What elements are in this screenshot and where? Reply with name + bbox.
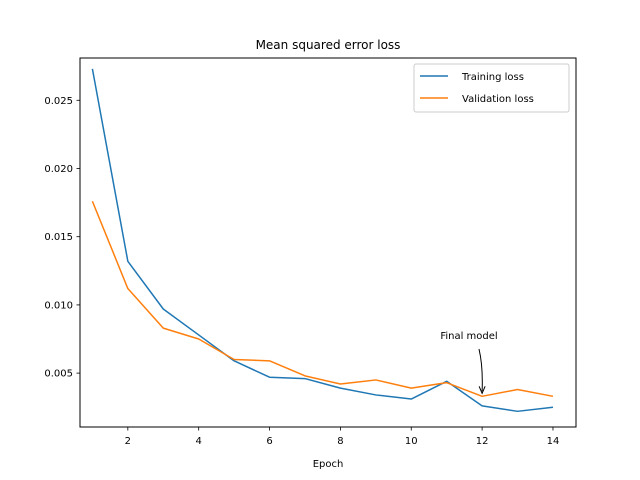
y-tick-label: 0.010 — [44, 300, 73, 311]
y-tick-label: 0.015 — [44, 232, 73, 243]
annotation-arrowhead — [478, 386, 486, 395]
series-line-validation — [91, 200, 554, 398]
y-tick-label: 0.025 — [44, 96, 73, 107]
x-tick-label: 6 — [266, 436, 272, 447]
y-tick-label: 0.020 — [44, 164, 73, 175]
legend-label: Validation loss — [462, 94, 534, 105]
plot-area: 2 4 6 8 10 12 14 0.005 0.010 0.015 0.020 0.025 Final… — [44, 57, 577, 447]
y-tick-label: 0.005 — [44, 369, 73, 380]
x-tick-label: 8 — [337, 436, 343, 447]
series-line-training — [91, 68, 554, 413]
x-tick-label: 14 — [547, 436, 560, 447]
legend-box — [413, 63, 570, 113]
annotation-arrow — [478, 348, 483, 392]
legend-label: Training loss — [461, 72, 524, 83]
x-tick-label: 12 — [476, 436, 489, 447]
x-tick-label: 10 — [405, 436, 418, 447]
legend: Training loss Validation loss — [413, 63, 570, 113]
x-tick-label: 2 — [125, 436, 131, 447]
x-tick-label: 4 — [195, 436, 201, 447]
x-axis-label: Epoch — [313, 459, 344, 470]
annotation-text: Final model — [440, 331, 497, 342]
axes-frame — [79, 57, 577, 428]
chart-title: Mean squared error loss — [256, 38, 401, 52]
